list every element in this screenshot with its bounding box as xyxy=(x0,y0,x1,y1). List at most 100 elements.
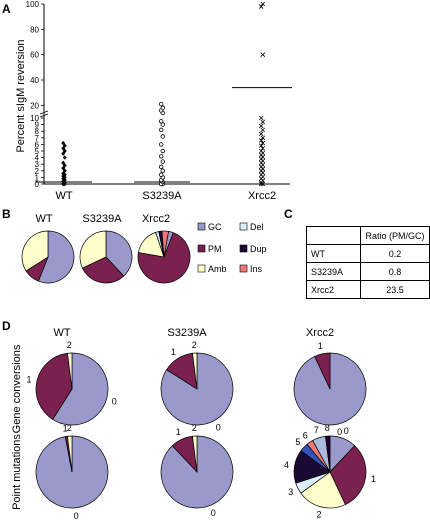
legend-label: Dup xyxy=(250,244,267,254)
data-point xyxy=(158,101,164,107)
panel-letter-c: C xyxy=(284,207,293,221)
data-point xyxy=(158,142,164,147)
y-tick-label: 60 xyxy=(30,51,39,60)
pie-title: WT xyxy=(35,213,52,225)
pie-slice-label: 1 xyxy=(176,427,181,437)
column-title: Xrcc2 xyxy=(306,327,334,339)
table-row: Xrcc2 23.5 xyxy=(305,280,430,299)
data-point xyxy=(61,176,66,181)
data-point xyxy=(258,4,264,9)
table-cell: 23.5 xyxy=(360,280,430,299)
data-point xyxy=(160,134,165,139)
panel-letter-a: A xyxy=(2,2,11,16)
pie-slice-label: 0 xyxy=(74,511,79,521)
pie-slice-label: 1 xyxy=(171,347,176,357)
pie-slice-label: 0 xyxy=(337,427,342,437)
pie-slice-label: 7 xyxy=(314,425,319,435)
table-cell: Xrcc2 xyxy=(305,280,362,299)
y-tick-label: 10 xyxy=(30,114,39,123)
data-point xyxy=(62,180,67,185)
legend-swatch xyxy=(239,244,248,253)
data-point xyxy=(260,135,266,141)
data-point xyxy=(258,131,264,137)
y-tick-label: 0 xyxy=(35,180,40,189)
pie-title: S3239A xyxy=(82,213,122,225)
pie-slice xyxy=(137,232,191,284)
pie-chart xyxy=(21,230,75,284)
pie-slice-label: 2 xyxy=(67,340,72,350)
data-point xyxy=(160,168,165,173)
pie-slice-label: 1 xyxy=(318,341,323,351)
row-label: Point mutations xyxy=(11,434,23,510)
data-point xyxy=(258,138,264,143)
data-point xyxy=(61,181,66,187)
x-category-label: S3239A xyxy=(142,190,182,202)
pie-slice xyxy=(79,230,107,269)
pie-slice-label: 1 xyxy=(371,474,376,484)
data-point xyxy=(158,164,164,170)
data-point xyxy=(158,172,164,177)
data-point xyxy=(260,119,266,125)
y-tick-label: 6 xyxy=(35,140,40,149)
data-point xyxy=(61,171,66,176)
x-category-label: WT xyxy=(55,190,72,202)
pie-slice xyxy=(21,230,49,272)
data-point xyxy=(62,143,67,148)
y-tick-label: 4 xyxy=(35,154,40,163)
legend-label: Del xyxy=(250,222,264,232)
pie-slice-label: 2 xyxy=(317,510,322,520)
legend-label: GC xyxy=(208,222,222,232)
pie-slice-label: 0 xyxy=(216,423,221,433)
pie-slice xyxy=(105,230,133,277)
pie-slice xyxy=(37,230,75,284)
panel-letter-d: D xyxy=(2,319,11,333)
pie-slice-label: 1 xyxy=(63,424,68,434)
column-title: WT xyxy=(53,327,70,339)
data-point xyxy=(160,159,165,164)
data-point xyxy=(260,127,266,133)
ratio-table: Ratio (PM/GC) WT 0.2 S3239A 0.8 Xrcc2 23… xyxy=(305,226,430,299)
pie-slice-label: 0 xyxy=(112,396,117,406)
pie-slice xyxy=(67,352,73,390)
data-point xyxy=(61,146,66,151)
pie-slice xyxy=(329,445,367,506)
y-tick-label: 2 xyxy=(35,167,40,176)
pie-slice xyxy=(325,435,331,473)
pie-chart xyxy=(79,230,133,284)
pie-chart: 0 1 2 xyxy=(160,340,234,433)
data-point xyxy=(62,168,67,173)
pie-title: Xrcc2 xyxy=(142,213,170,225)
table-cell: 0.2 xyxy=(360,244,430,263)
data-point xyxy=(258,143,264,149)
legend-swatch xyxy=(239,222,248,231)
pie-slice-label: 3 xyxy=(288,487,293,497)
y-tick-label: 7 xyxy=(35,134,40,143)
data-point xyxy=(158,154,164,159)
legend-swatch xyxy=(239,264,248,273)
axis-break-mark xyxy=(39,113,49,118)
pie-chart: 0 1 2 3 4 567 8 xyxy=(284,423,376,520)
table-cell: WT xyxy=(305,244,362,263)
pie-slice xyxy=(192,352,198,390)
legend-label: Amb xyxy=(208,264,227,274)
pie-slice xyxy=(52,352,109,426)
pie-chart: 0 1 2 xyxy=(160,423,234,518)
pie-slice-label: 8 xyxy=(325,423,330,433)
data-point xyxy=(62,148,67,154)
y-tick-label: 5 xyxy=(35,147,40,156)
pie-slice xyxy=(314,352,331,390)
pie-chart xyxy=(137,230,191,284)
data-point xyxy=(61,140,66,146)
data-point xyxy=(258,181,264,187)
data-point xyxy=(61,165,66,171)
pie-slice-label: 6 xyxy=(303,431,308,441)
panel-b-legend: GC PM Amb Del Dup Ins xyxy=(197,222,267,274)
pie-slice-label: 2 xyxy=(192,423,197,433)
panel-letter-b: B xyxy=(2,207,11,221)
data-point xyxy=(260,52,266,57)
pie-slice xyxy=(161,230,169,258)
pie-slice-label: 4 xyxy=(284,460,289,470)
